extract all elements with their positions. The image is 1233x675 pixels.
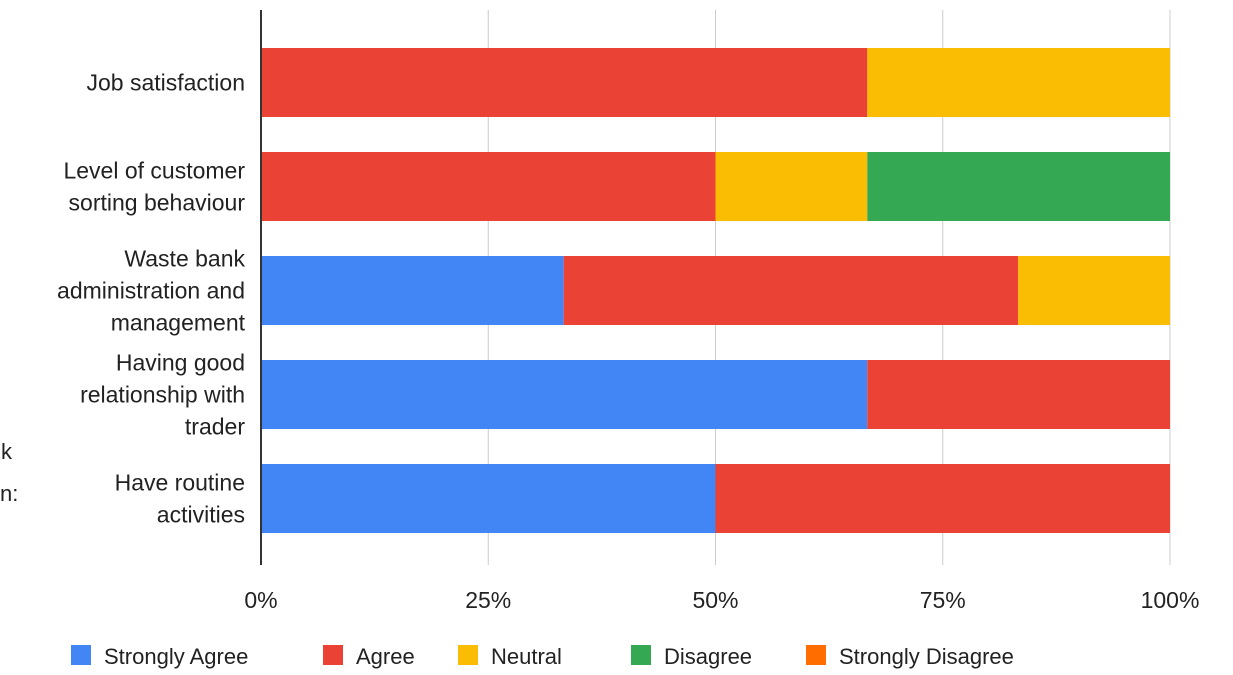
- legend-label: Disagree: [664, 644, 752, 669]
- bars: [261, 48, 1170, 533]
- bar-segment: [715, 152, 868, 221]
- bar-segment: [715, 464, 1170, 533]
- bar-segment: [867, 360, 1170, 429]
- category-label: Having good relationship with trader: [80, 350, 245, 440]
- category-label: Level of customer sorting behaviour: [63, 158, 245, 216]
- legend-swatch: [458, 645, 478, 665]
- legend-item: Strongly Agree: [71, 644, 248, 669]
- category-label: Waste bank administration and management: [57, 246, 246, 336]
- clipped-text-2: n:: [0, 481, 19, 506]
- bar-segment: [261, 464, 716, 533]
- bar-segment: [563, 256, 1019, 325]
- legend: Strongly Agree Agree Neutral Disagree Strong…: [71, 644, 1014, 669]
- legend-swatch: [323, 645, 343, 665]
- category-label: Have routine activities: [115, 470, 245, 528]
- legend-label: Strongly Disagree: [839, 644, 1014, 669]
- x-tick-label: 50%: [692, 587, 738, 613]
- legend-swatch: [806, 645, 826, 665]
- legend-label: Agree: [356, 644, 415, 669]
- legend-item: Strongly Disagree: [806, 644, 1014, 669]
- x-tick-labels: 0% 25% 50% 75% 100%: [244, 587, 1199, 613]
- x-tick-label: 100%: [1141, 587, 1200, 613]
- category-label: Job satisfaction: [86, 70, 245, 96]
- legend-item: Disagree: [631, 644, 752, 669]
- x-tick-label: 25%: [465, 587, 511, 613]
- category-labels: Job satisfaction Level of customer sorting…: [57, 70, 246, 528]
- bar-segment: [261, 48, 868, 117]
- legend-label: Strongly Agree: [104, 644, 248, 669]
- bar-segment: [867, 48, 1170, 117]
- legend-item: Agree: [323, 644, 415, 669]
- bar-segment: [261, 360, 868, 429]
- legend-swatch: [631, 645, 651, 665]
- bar-segment: [261, 256, 564, 325]
- bar-segment: [261, 152, 716, 221]
- x-tick-label: 75%: [920, 587, 966, 613]
- clipped-text-1: k: [1, 439, 12, 464]
- x-tick-label: 0%: [244, 587, 277, 613]
- legend-label: Neutral: [491, 644, 562, 669]
- bar-segment: [1018, 256, 1170, 325]
- legend-swatch: [71, 645, 91, 665]
- legend-item: Neutral: [458, 644, 562, 669]
- bar-segment: [867, 152, 1170, 221]
